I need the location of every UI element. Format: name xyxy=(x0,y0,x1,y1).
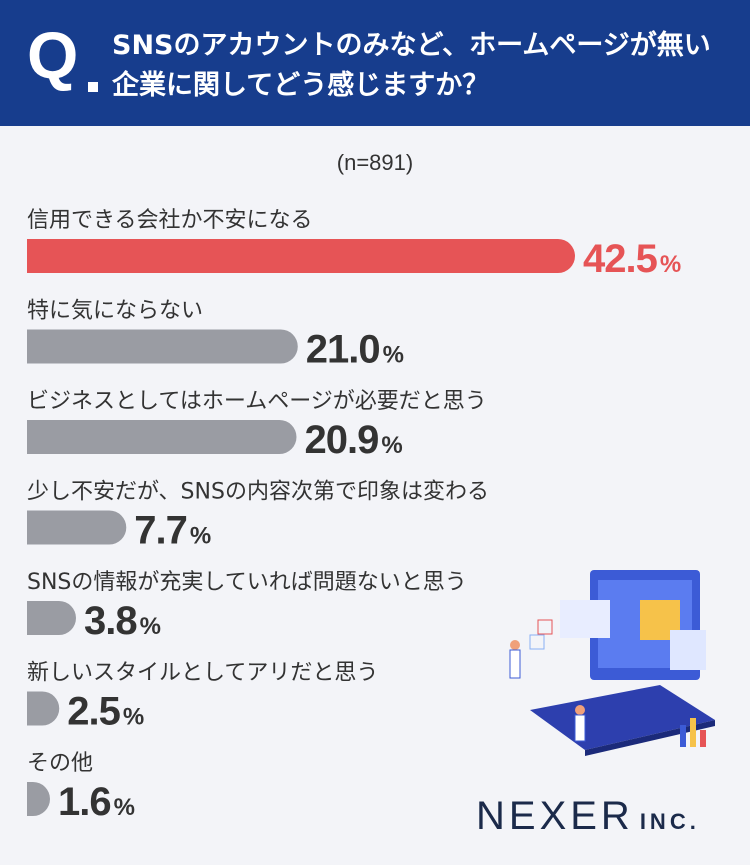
value-number: 20.9 xyxy=(304,418,378,462)
logo-sub: INC. xyxy=(639,809,700,834)
value-label: 7.7% xyxy=(134,509,211,553)
value-number: 7.7 xyxy=(134,509,187,553)
laptop-illustration xyxy=(509,570,715,756)
value-number: 42.5 xyxy=(583,237,658,281)
category-label: 新しいスタイルとしてアリだと思う xyxy=(27,661,378,686)
category-label: ビジネスとしてはホームページが必要だと思う xyxy=(27,389,487,414)
category-label: 特に気にならない xyxy=(27,299,203,324)
question-text: SNSのアカウントのみなど、ホームページが無い企業に関してどう感じますか？ xyxy=(112,30,711,101)
value-label: 2.5% xyxy=(67,690,144,734)
q-mark: Q xyxy=(27,18,79,92)
question-header: Q SNSのアカウントのみなど、ホームページが無い企業に関してどう感じますか？ xyxy=(0,0,750,126)
value-unit: % xyxy=(140,613,161,640)
category-label: SNSの情報が充実していれば問題ないと思う xyxy=(27,570,467,595)
bar xyxy=(27,329,298,364)
bar xyxy=(27,420,297,454)
sample-size: (n=891) xyxy=(336,150,414,175)
bar xyxy=(27,239,575,273)
value-unit: % xyxy=(660,251,681,278)
value-number: 2.5 xyxy=(67,690,120,734)
value-unit: % xyxy=(381,432,402,459)
value-label: 20.9% xyxy=(304,418,402,462)
category-label: その他 xyxy=(27,751,93,776)
bar xyxy=(27,691,60,726)
category-label: 少し不安だが、SNSの内容次第で印象は変わる xyxy=(27,480,489,505)
category-label: 信用できる会社か不安になる xyxy=(27,208,313,233)
value-number: 21.0 xyxy=(306,328,380,372)
nexer-logo: NEXER INC. xyxy=(476,794,700,839)
value-label: 1.6% xyxy=(58,780,135,824)
bar xyxy=(27,510,127,545)
bar xyxy=(27,601,76,635)
value-number: 3.8 xyxy=(84,599,137,643)
value-unit: % xyxy=(114,794,135,821)
value-unit: % xyxy=(123,704,144,731)
value-label: 3.8% xyxy=(84,599,161,643)
value-number: 1.6 xyxy=(58,780,111,824)
q-dot xyxy=(88,82,98,92)
value-unit: % xyxy=(383,342,404,369)
logo-main: NEXER xyxy=(476,794,634,838)
bar xyxy=(27,782,50,816)
value-label: 42.5% xyxy=(583,237,681,281)
value-label: 21.0% xyxy=(306,328,404,372)
value-unit: % xyxy=(190,523,211,550)
